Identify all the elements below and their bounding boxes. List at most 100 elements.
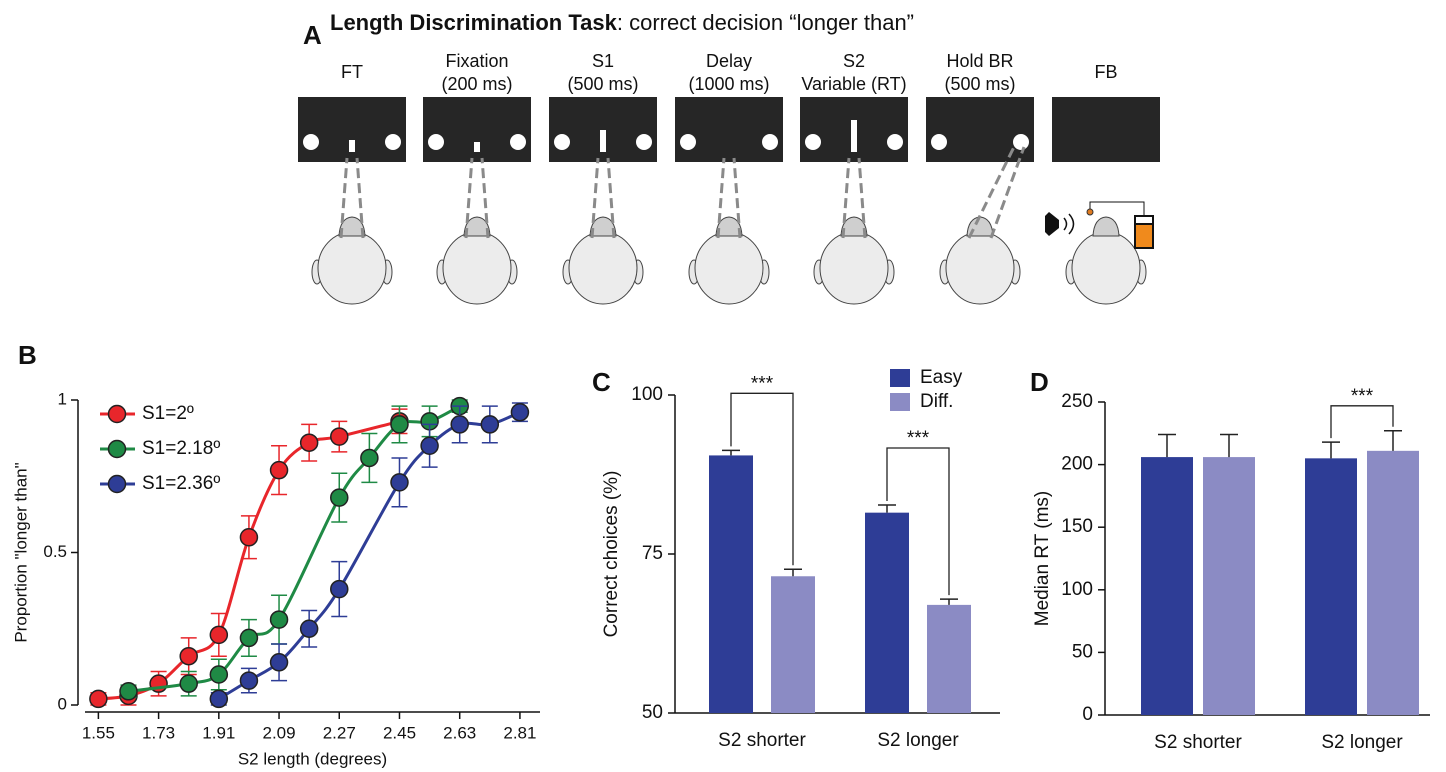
head <box>443 232 511 304</box>
data-point <box>240 629 257 646</box>
y-tick-label: 250 <box>1061 391 1093 412</box>
data-point <box>210 690 227 707</box>
head <box>820 232 888 304</box>
error-bar <box>1220 435 1238 458</box>
legend-marker <box>109 476 126 493</box>
panel-title: Length Discrimination Task: correct deci… <box>330 10 914 35</box>
stage-label: (500 ms) <box>944 74 1015 94</box>
data-point <box>301 434 318 451</box>
data-point <box>271 654 288 671</box>
stimulus <box>474 142 480 152</box>
target <box>680 134 696 150</box>
screen <box>549 97 657 162</box>
bar <box>1141 457 1193 715</box>
sound <box>1064 214 1074 234</box>
x-tick-label: 2.81 <box>503 723 536 742</box>
data-point <box>421 437 438 454</box>
data-point <box>451 416 468 433</box>
bar <box>927 605 971 713</box>
error-bar <box>784 569 802 576</box>
legend-swatch <box>890 393 910 411</box>
bar <box>1203 457 1255 715</box>
y-tick-label: 0 <box>58 694 67 713</box>
x-axis-label: S2 length (degrees) <box>238 749 387 768</box>
error-bar <box>940 599 958 605</box>
x-tick-label: 1.91 <box>202 723 235 742</box>
panel-label: C <box>592 367 611 397</box>
x-tick-label: S2 longer <box>1321 732 1403 753</box>
y-axis-label: Median RT (ms) <box>1032 491 1053 627</box>
y-tick-label: 100 <box>631 384 663 405</box>
x-tick-label: S2 shorter <box>1154 732 1242 753</box>
data-point <box>391 474 408 491</box>
legend-swatch <box>890 369 910 387</box>
stimulus <box>349 140 355 152</box>
stage-label: Variable (RT) <box>801 74 906 94</box>
target <box>510 134 526 150</box>
error-bar <box>1322 442 1340 458</box>
legend-label: Easy <box>920 367 963 388</box>
legend-marker <box>109 441 126 458</box>
error-bar <box>1158 435 1176 458</box>
screen <box>423 97 531 162</box>
screen <box>1052 97 1160 162</box>
data-point <box>210 626 227 643</box>
target <box>303 134 319 150</box>
bar <box>1367 451 1419 715</box>
data-point <box>120 683 137 700</box>
head <box>946 232 1014 304</box>
target <box>385 134 401 150</box>
data-point <box>271 462 288 479</box>
legend-label: Diff. <box>920 391 953 412</box>
error-bar <box>722 450 740 455</box>
screen <box>675 97 783 162</box>
target <box>554 134 570 150</box>
x-tick-label: 2.27 <box>323 723 356 742</box>
head <box>569 232 637 304</box>
stimulus <box>851 120 857 152</box>
significance-label: *** <box>907 428 930 449</box>
stage-label: S2 <box>843 51 865 71</box>
error-bar <box>878 505 896 513</box>
figure: A Length Discrimination Task: correct de… <box>0 0 1446 772</box>
panel-label: A <box>303 20 322 50</box>
data-point <box>240 672 257 689</box>
title-rest: : correct decision “longer than” <box>617 10 914 35</box>
significance-bracket <box>1331 406 1393 438</box>
y-tick-label: 0.5 <box>43 542 67 561</box>
nose <box>1093 217 1119 236</box>
screen <box>298 97 406 162</box>
speaker <box>1045 212 1059 236</box>
data-point <box>180 675 197 692</box>
y-tick-label: 75 <box>642 543 663 564</box>
legend-label: S1=2.36º <box>142 473 220 494</box>
target <box>762 134 778 150</box>
data-point <box>331 428 348 445</box>
data-point <box>240 529 257 546</box>
data-point <box>301 620 318 637</box>
head <box>695 232 763 304</box>
data-point <box>331 489 348 506</box>
target <box>1013 134 1029 150</box>
stage-label: (200 ms) <box>441 74 512 94</box>
stimulus <box>600 130 606 152</box>
x-tick-label: 1.73 <box>142 723 175 742</box>
data-point <box>180 648 197 665</box>
target <box>931 134 947 150</box>
y-tick-label: 50 <box>1072 641 1093 662</box>
target <box>805 134 821 150</box>
stage-label: Fixation <box>445 51 508 71</box>
y-tick-label: 100 <box>1061 579 1093 600</box>
bar <box>865 513 909 713</box>
legend-label: S1=2º <box>142 403 194 424</box>
data-point <box>210 666 227 683</box>
x-tick-label: S2 shorter <box>718 730 806 751</box>
error-bar <box>1384 431 1402 451</box>
data-point <box>391 416 408 433</box>
bar <box>1305 458 1357 715</box>
stage-label: (500 ms) <box>567 74 638 94</box>
y-tick-label: 1 <box>58 389 67 408</box>
y-tick-label: 150 <box>1061 516 1093 537</box>
bar <box>771 576 815 713</box>
x-tick-label: 1.55 <box>82 723 115 742</box>
